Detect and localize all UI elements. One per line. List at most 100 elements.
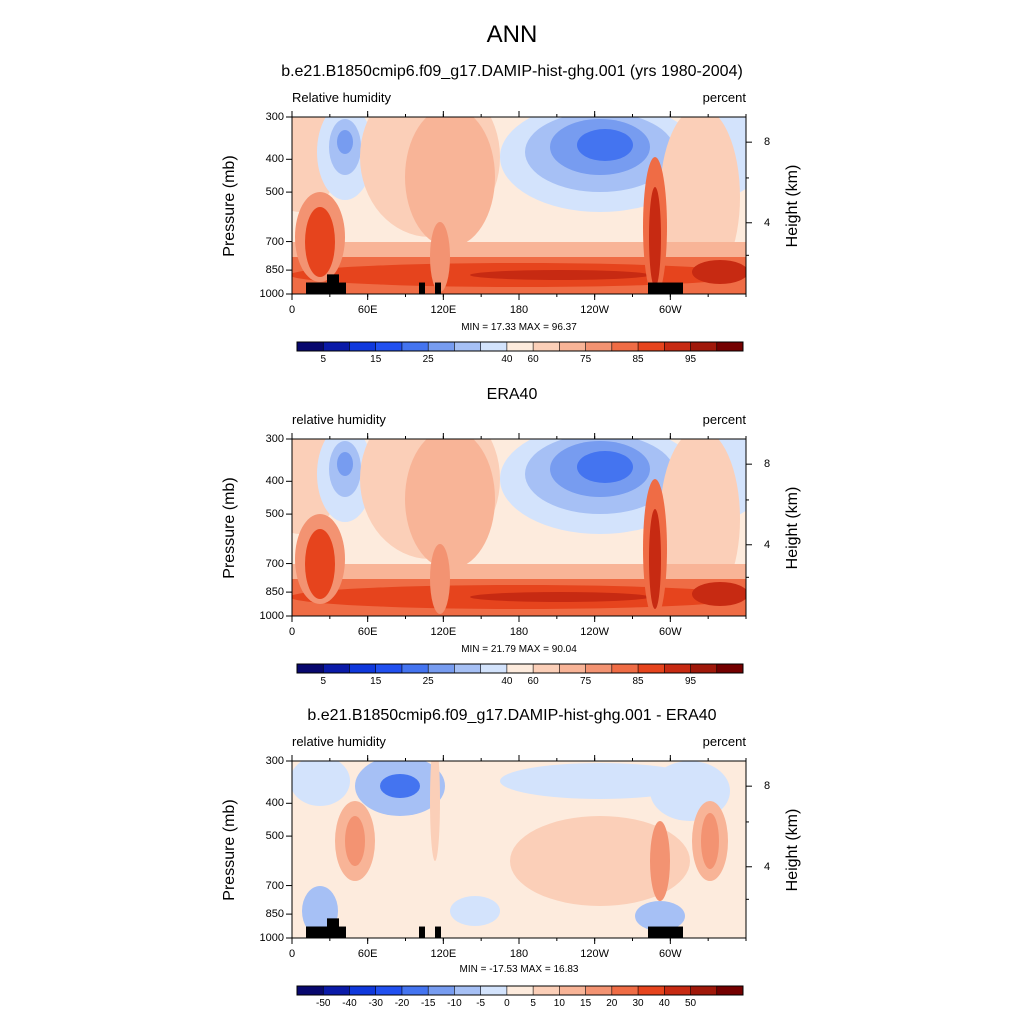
- panel-3-height-tick-label: 8: [764, 780, 771, 793]
- panel-3-colorbar-label: 15: [580, 998, 592, 1009]
- panel-2-pressure-tick-label: 500: [265, 508, 284, 521]
- panel-2-lon-tick-label: 120E: [430, 626, 457, 638]
- panel-2-colorbar-swatch: [716, 664, 744, 673]
- panel-1-lon-tick-label: 180: [509, 304, 529, 316]
- panel-3-colorbar-label: -15: [420, 998, 436, 1009]
- panel-2-lon-tick-label: 120W: [580, 626, 610, 638]
- panel-3-topography-3: [419, 926, 425, 938]
- panel-3-colorbar-label: -20: [394, 998, 410, 1009]
- panel-3-field: [292, 761, 746, 938]
- panel-1-colorbar-swatch: [480, 342, 508, 351]
- panel-1-y2-axis-title: Height (km): [784, 164, 801, 247]
- panel-3-pressure-tick-label: 1000: [259, 932, 284, 944]
- panel-3-pressure-tick-label: 500: [265, 830, 284, 843]
- panel-3-colorbar-swatch: [323, 986, 350, 995]
- panel-3-lon-tick-label: 180: [509, 948, 529, 960]
- panel-2-colorbar-swatch: [349, 664, 377, 673]
- panel-3-unit-label: percent: [702, 734, 746, 749]
- panel-2-colorbar-swatch: [375, 664, 403, 673]
- panel-2-pressure-tick-label: 700: [265, 557, 284, 570]
- panel-2-colorbar-swatch: [428, 664, 455, 673]
- panel-1-colorbar-label: 75: [580, 354, 592, 365]
- panel-1-topography-3: [419, 282, 425, 294]
- panel-1-colorbar: [296, 341, 744, 352]
- panel-2-lon-tick-label: 60W: [659, 626, 682, 638]
- panel-3-y2-axis-title: Height (km): [784, 808, 801, 891]
- panel-3-colorbar-swatch: [428, 986, 455, 995]
- figure-title: ANN: [486, 21, 538, 48]
- panel-1-colorbar-label: 5: [320, 354, 327, 365]
- panel-1-colorbar-swatch: [664, 342, 692, 351]
- panel-1-colorbar-swatch: [638, 342, 665, 351]
- panel-3-colorbar-swatch: [375, 986, 403, 995]
- panel-3-colorbar-swatch: [480, 986, 508, 995]
- panel-2-y-axis-title: Pressure (mb): [221, 476, 238, 579]
- panel-1-colorbar-swatch: [375, 342, 403, 351]
- panel-1-lon-tick-label: 120W: [580, 304, 610, 316]
- panel-3-colorbar-label: -40: [342, 998, 357, 1009]
- panel-3-colorbar-label: -5: [476, 998, 486, 1009]
- panel-2-colorbar-swatch: [323, 664, 350, 673]
- panel-3-variable-label: relative humidity: [292, 734, 386, 749]
- panel-1-lon-tick-label: 60E: [357, 304, 378, 316]
- panel-1-colorbar-swatch: [401, 342, 429, 351]
- panel-3-colorbar-label: -10: [447, 998, 462, 1009]
- panel-1-minmax: MIN = 17.33 MAX = 96.37: [461, 322, 577, 333]
- panel-3-colorbar: [296, 985, 744, 996]
- panel-3-colorbar-swatch: [454, 986, 482, 995]
- panel-2-minmax: MIN = 21.79 MAX = 90.04: [461, 644, 577, 655]
- panel-3-colorbar-label: 5: [530, 998, 536, 1009]
- panel-3-colorbar-swatch: [349, 986, 377, 995]
- panel-1-colorbar-swatch: [716, 342, 744, 351]
- panel-3-lon-tick-label: 120W: [580, 948, 610, 960]
- panel-3-colorbar-swatch: [611, 986, 639, 995]
- panel-1-colorbar-label: 85: [632, 354, 644, 365]
- panel-2-colorbar-swatch: [664, 664, 692, 673]
- panel-1-colorbar-swatch: [690, 342, 718, 351]
- panel-3-lon-tick-label: 120E: [430, 948, 457, 960]
- panel-1-unit-label: percent: [702, 90, 746, 105]
- panel-3-topography-5: [648, 926, 683, 938]
- panel-1-colorbar-label: 95: [684, 354, 697, 365]
- panel-3-colorbar-swatch: [506, 986, 534, 995]
- panel-3-colorbar-swatch: [638, 986, 665, 995]
- panel-2-colorbar-swatch: [611, 664, 639, 673]
- panel-3-colorbar-label: 0: [504, 998, 510, 1009]
- panel-3-colorbar-swatch: [664, 986, 692, 995]
- panel-1-colorbar-label: 15: [370, 354, 382, 365]
- panel-2-colorbar-label: 5: [320, 676, 327, 687]
- panel-2-colorbar-swatch: [638, 664, 665, 673]
- panel-1-colorbar-swatch: [559, 342, 587, 351]
- panel-2-colorbar-label: 60: [527, 676, 539, 687]
- panel-1-colorbar-label: 60: [527, 354, 539, 365]
- panel-3-minmax: MIN = -17.53 MAX = 16.83: [459, 964, 579, 975]
- panel-1-colorbar-swatch: [506, 342, 534, 351]
- panel-1-colorbar-swatch: [428, 342, 455, 351]
- panel-3-pressure-tick-label: 850: [265, 908, 284, 921]
- panel-1-height-tick-label: 4: [764, 216, 771, 229]
- panel-2-variable-label: relative humidity: [292, 412, 386, 427]
- panel-3-colorbar-swatch: [690, 986, 718, 995]
- panel-2-pressure-tick-label: 300: [265, 433, 284, 445]
- panel-2-colorbar-label: 85: [632, 676, 644, 687]
- panel-2-field: [292, 439, 746, 616]
- panel-2-colorbar-swatch: [454, 664, 482, 673]
- panel-2-pressure-tick-label: 400: [265, 475, 284, 488]
- panel-1-variable-label: Relative humidity: [292, 90, 391, 105]
- panel-3-colorbar-swatch: [716, 986, 744, 995]
- panel-3-colorbar-label: 20: [606, 998, 618, 1009]
- panel-3-lon-tick-label: 0: [288, 948, 296, 960]
- panel-2-pressure-tick-label: 850: [265, 586, 284, 599]
- panel-1-title: b.e21.B1850cmip6.f09_g17.DAMIP-hist-ghg.…: [281, 63, 743, 80]
- panel-1-colorbar-swatch: [585, 342, 613, 351]
- panel-1-colorbar-swatch: [533, 342, 560, 351]
- panel-1-pressure-tick-label: 1000: [259, 288, 284, 300]
- panel-3-colorbar-swatch: [401, 986, 429, 995]
- panel-3-pressure-tick-label: 700: [265, 879, 284, 892]
- panel-3-lon-tick-label: 60E: [357, 948, 378, 960]
- panel-3-colorbar-label: 10: [553, 998, 565, 1009]
- panel-1-topography-4: [435, 282, 441, 294]
- panel-2-colorbar-label: 40: [501, 676, 513, 687]
- panel-3-colorbar-label: 40: [658, 998, 670, 1009]
